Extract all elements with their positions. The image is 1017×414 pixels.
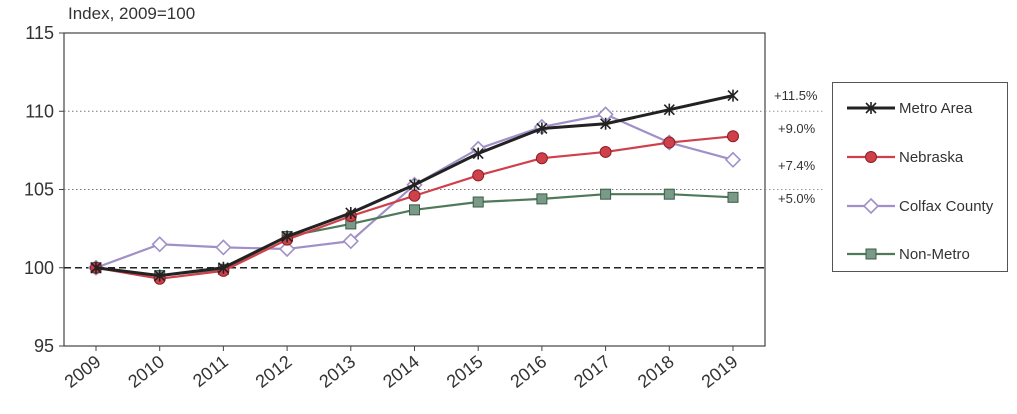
point-colfax-county-2011 — [215, 239, 232, 256]
point-nebraska-2016 — [535, 152, 548, 165]
point-metro-area-2011 — [217, 261, 229, 274]
y-tick-label-95: 95 — [34, 336, 54, 356]
point-metro-area-2019 — [727, 89, 739, 102]
legend-label-nebraska: Nebraska — [899, 148, 964, 166]
chart-subtitle: Index, 2009=100 — [68, 4, 196, 23]
point-colfax-county-2010 — [151, 236, 168, 253]
legend-marker — [862, 197, 880, 215]
legend-label-non-metro: Non-Metro — [899, 245, 970, 263]
legend-item-metro-area: Metro Area — [833, 97, 972, 119]
point-non-metro-2019 — [727, 191, 739, 203]
point-metro-area-2013 — [345, 206, 357, 219]
series-metro-area — [90, 89, 739, 282]
point-colfax-county-2012 — [278, 240, 296, 258]
legend-marker — [865, 102, 877, 114]
chart-legend: Metro Area Nebraska Colfax County Non-Me… — [832, 82, 1008, 272]
point-metro-area-2015 — [472, 147, 484, 160]
point-colfax-county-2019 — [724, 151, 742, 168]
point-metro-area-2018 — [663, 103, 675, 116]
x-tick-label-2012: 2012 — [252, 351, 296, 391]
point-metro-area-2017 — [600, 117, 612, 130]
x-tick-label-2017: 2017 — [570, 351, 614, 391]
point-non-metro-2018 — [663, 188, 675, 200]
y-tick-label-100: 100 — [24, 258, 54, 278]
point-nebraska-2017 — [599, 145, 612, 158]
point-metro-area-2010 — [154, 269, 166, 282]
x-tick-label-2016: 2016 — [506, 351, 550, 391]
point-nebraska-2018 — [663, 136, 676, 149]
annotation-nebraska: +9.0% — [778, 121, 816, 136]
annotation-metro-area: +11.5% — [774, 88, 818, 103]
point-metro-area-2014 — [408, 178, 421, 191]
annotation-colfax-county: +7.4% — [778, 158, 816, 173]
legend-swatch-non-metro — [847, 248, 895, 260]
y-tick-label-115: 115 — [25, 23, 54, 43]
x-tick-label-2014: 2014 — [379, 351, 423, 391]
x-tick-label-2011: 2011 — [189, 351, 232, 391]
point-metro-area-2016 — [536, 122, 548, 135]
legend-item-nebraska: Nebraska — [833, 146, 963, 168]
annotation-non-metro: +5.0% — [778, 191, 816, 206]
point-metro-area-2009 — [90, 261, 102, 274]
point-non-metro-2017 — [600, 188, 612, 200]
legend-label-metro-area: Metro Area — [899, 99, 973, 117]
legend-marker — [865, 248, 877, 260]
legend-swatch-nebraska — [847, 151, 895, 163]
point-nebraska-2015 — [472, 169, 485, 182]
point-nebraska-2014 — [408, 189, 421, 202]
y-tick-label-110: 110 — [25, 101, 54, 121]
point-colfax-county-2013 — [342, 233, 359, 250]
x-tick-label-2009: 2009 — [61, 351, 105, 391]
legend-swatch-colfax-county — [847, 197, 895, 215]
x-tick-label-2013: 2013 — [315, 351, 359, 391]
legend-item-non-metro: Non-Metro — [833, 243, 970, 265]
point-non-metro-2016 — [536, 193, 548, 205]
point-non-metro-2015 — [472, 196, 484, 208]
legend-item-colfax-county: Colfax County — [833, 195, 993, 217]
x-tick-label-2015: 2015 — [443, 351, 487, 391]
point-metro-area-2012 — [281, 230, 293, 243]
series-non-metro — [90, 188, 739, 282]
point-nebraska-2019 — [727, 130, 739, 143]
legend-marker — [865, 151, 877, 163]
x-tick-label-2010: 2010 — [124, 351, 168, 391]
x-tick-label-2018: 2018 — [634, 351, 678, 391]
legend-swatch-metro-area — [847, 102, 895, 114]
legend-label-colfax-county: Colfax County — [899, 197, 994, 215]
point-non-metro-2014 — [409, 204, 420, 216]
y-tick-label-105: 105 — [24, 180, 54, 200]
x-tick-label-2019: 2019 — [698, 351, 742, 391]
